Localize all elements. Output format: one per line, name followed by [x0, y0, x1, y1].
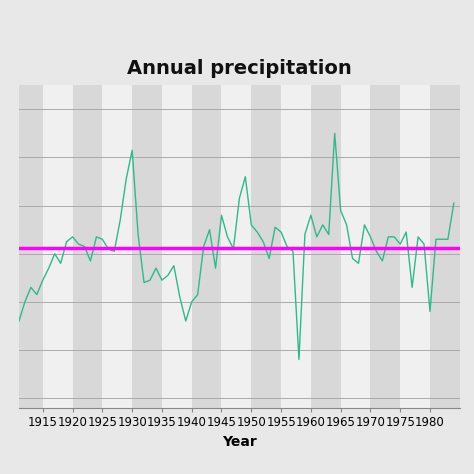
- Bar: [191, 85, 221, 408]
- Bar: [102, 85, 132, 408]
- Bar: [13, 85, 43, 408]
- Bar: [311, 85, 341, 408]
- Bar: [162, 85, 191, 408]
- Bar: [43, 85, 73, 408]
- Bar: [281, 85, 311, 408]
- Title: Annual precipitation: Annual precipitation: [127, 59, 352, 78]
- X-axis label: Year: Year: [222, 435, 257, 448]
- Bar: [73, 85, 102, 408]
- Bar: [400, 85, 430, 408]
- Bar: [370, 85, 400, 408]
- Bar: [221, 85, 251, 408]
- Bar: [341, 85, 370, 408]
- Bar: [430, 85, 460, 408]
- Bar: [460, 85, 474, 408]
- Bar: [132, 85, 162, 408]
- Bar: [251, 85, 281, 408]
